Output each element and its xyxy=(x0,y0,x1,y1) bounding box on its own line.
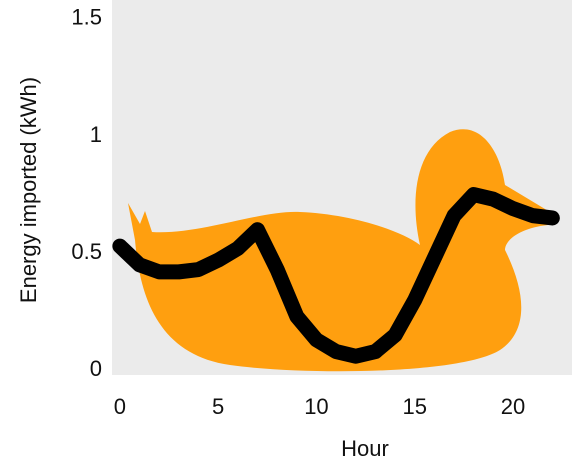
y-axis-title: Energy imported (kWh) xyxy=(16,77,41,303)
y-tick-label: 1.5 xyxy=(71,5,102,30)
x-tick-label: 0 xyxy=(114,394,126,419)
y-tick-label: 0 xyxy=(90,356,102,381)
page: {"chart_data": {"type": "line", "x_label… xyxy=(0,0,572,469)
x-tick-label: 10 xyxy=(304,394,328,419)
x-tick-label: 5 xyxy=(212,394,224,419)
x-tick-label: 20 xyxy=(501,394,525,419)
chart: Hour Energy imported (kWh) 0 0.5 1 1.5 0 5 10 1… xyxy=(0,0,572,469)
y-tick-label: 0.5 xyxy=(71,239,102,264)
x-axis-title: Hour xyxy=(341,436,389,461)
y-tick-label: 1 xyxy=(90,122,102,147)
x-tick-label: 15 xyxy=(402,394,426,419)
